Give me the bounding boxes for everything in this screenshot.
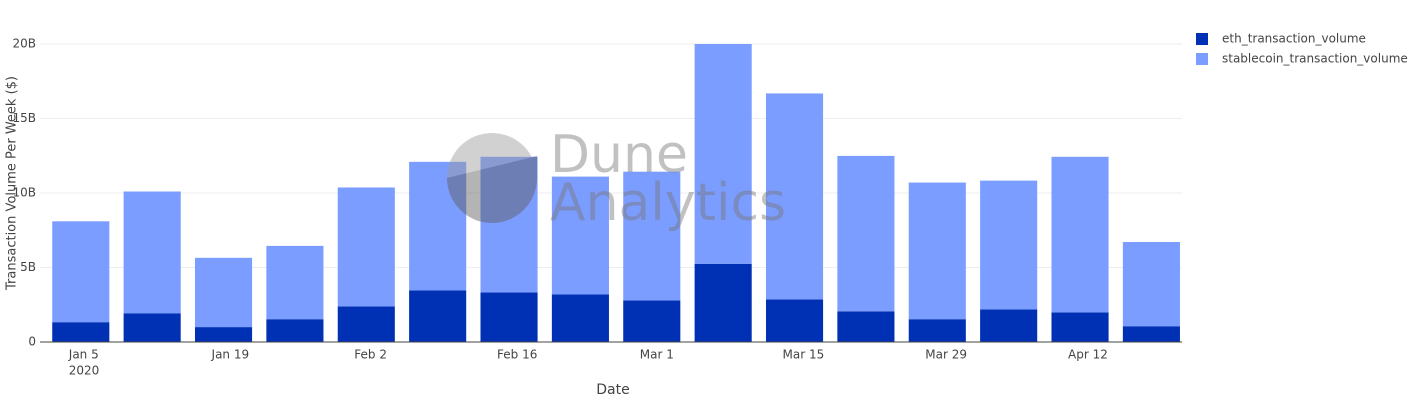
watermark-text: Analytics (550, 173, 786, 233)
bar-segment (194, 327, 253, 342)
y-tick-label: 5B (20, 260, 36, 274)
bar-segment (1051, 312, 1109, 342)
x-axis-title: Date (596, 382, 629, 398)
bar-segment (623, 171, 681, 301)
bar-segment (480, 156, 538, 293)
bar-segment (908, 182, 966, 320)
y-tick-label: 0 (28, 335, 36, 349)
bar-segment (694, 263, 752, 342)
x-tick-label: Mar 1 (640, 348, 674, 362)
y-tick-label: 10B (12, 185, 36, 199)
bar-segment (1122, 326, 1180, 342)
legend-label: eth_transaction_volume (1222, 32, 1366, 46)
x-tick-label: Mar 29 (925, 348, 967, 362)
bar-segment (980, 309, 1038, 342)
y-tick-label: 20B (12, 36, 36, 50)
bar-segment (980, 180, 1038, 310)
legend-swatch (1196, 33, 1208, 45)
x-tick-label: Mar 15 (783, 348, 825, 362)
bar-segment (551, 176, 609, 295)
x-tick-label: Apr 12 (1068, 348, 1108, 362)
bar-segment (694, 43, 752, 264)
bar-segment (908, 319, 966, 342)
x-year-label: 2020 (69, 364, 100, 378)
x-tick-label: Jan 5 (68, 348, 99, 362)
legend-label: stablecoin_transaction_volume (1222, 52, 1408, 66)
bar-segment (1051, 156, 1109, 313)
bar-segment (837, 155, 895, 312)
watermark-text: Dune (550, 125, 688, 185)
bar-segment (266, 319, 324, 342)
bar-segment (409, 290, 467, 342)
bar-segment (480, 292, 538, 342)
bar-segment (551, 294, 609, 342)
bar-segment (194, 257, 253, 328)
bar-segment (123, 313, 181, 342)
watermark-logo (447, 133, 537, 223)
bar-segment (409, 161, 467, 291)
bar-segment (1122, 242, 1180, 327)
y-axis-title: Transaction Volume Per Week ($) (5, 76, 20, 291)
bar-segment (837, 311, 895, 342)
bar-segment (266, 245, 324, 320)
bar-segment (123, 191, 181, 314)
bar-segment (623, 300, 681, 342)
watermark-logo-slice (447, 156, 537, 223)
bar-segment (52, 221, 110, 323)
legend-swatch (1196, 53, 1208, 65)
x-tick-label: Feb 2 (354, 348, 387, 362)
x-tick-label: Feb 16 (497, 348, 537, 362)
bar-segment (337, 187, 395, 307)
bar-segment (337, 306, 395, 342)
x-tick-label: Jan 19 (211, 348, 250, 362)
y-tick-label: 15B (12, 111, 36, 125)
bar-segment (765, 93, 824, 300)
bar-segment (52, 322, 110, 342)
bar-segment (765, 299, 824, 342)
